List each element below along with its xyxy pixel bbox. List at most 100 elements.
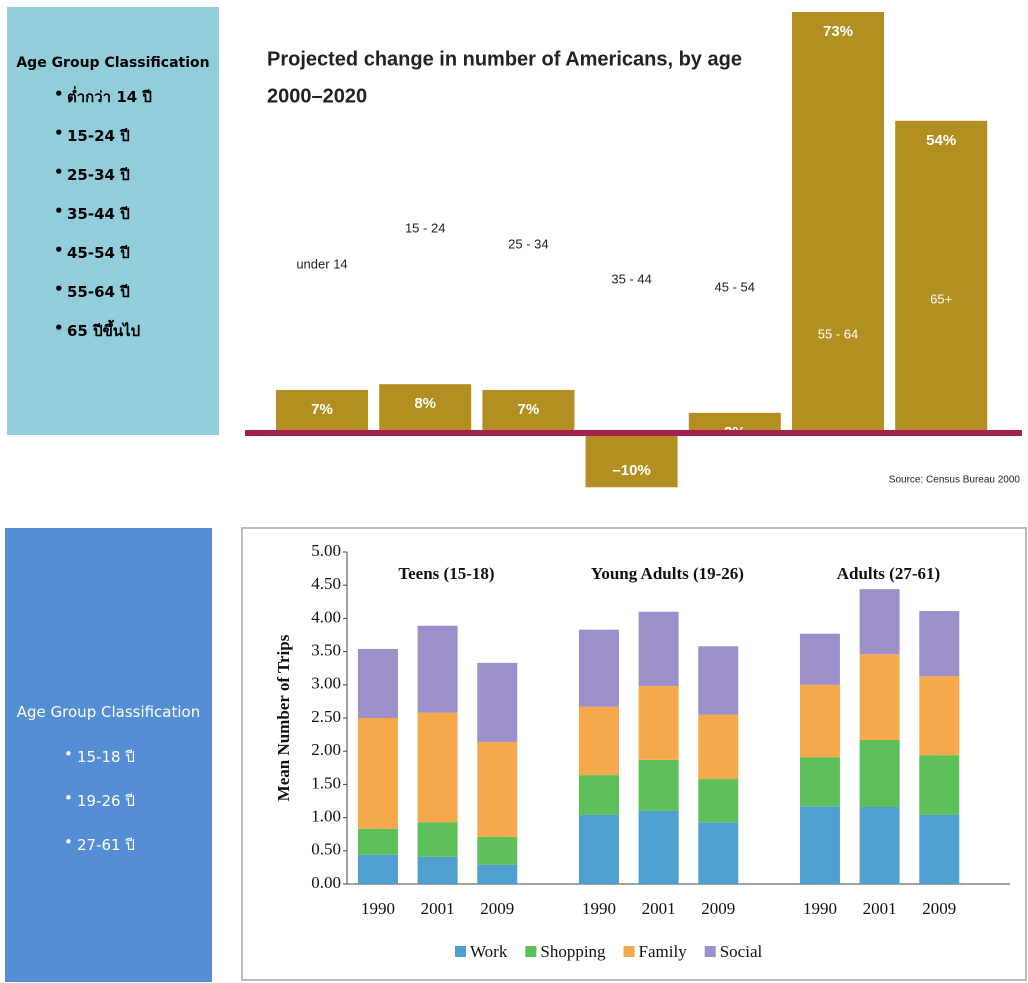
group-label: Teens (15-18) (398, 564, 494, 583)
legend-label: Family (639, 942, 688, 961)
category-label: 65+ (930, 291, 952, 306)
category-label: 35 - 44 (611, 271, 651, 286)
bar (792, 12, 884, 430)
bar-segment (919, 814, 960, 884)
y-tick-label: 2.00 (311, 740, 341, 759)
y-tick-label: 4.00 (311, 607, 341, 626)
legend-label: Shopping (540, 942, 606, 961)
legend-swatch (455, 946, 466, 957)
bar-segment (919, 676, 960, 756)
x-tick-label: 2009 (480, 899, 514, 918)
bar-segment (638, 810, 679, 884)
sidebar-item: 55-64 ปี (54, 280, 219, 319)
baseline (245, 430, 1022, 436)
bar-segment (698, 646, 739, 715)
value-label: 8% (414, 395, 436, 412)
bar-segment (357, 828, 398, 855)
bar-segment (799, 806, 840, 884)
value-label: 7% (311, 401, 333, 418)
chart-subtitle: 2000–2020 (267, 85, 367, 107)
chart-title: Projected change in number of Americans,… (267, 48, 742, 70)
sidebar: Age Group Classification ต่ำกว่า 14 ปี15… (7, 7, 219, 435)
bar (379, 384, 472, 430)
chart-trips: 0.00 0.50 1.00 1.50 2.00 2.50 3.00 3.50 4.00 4.50… (241, 527, 1027, 981)
y-tick-label: 5.00 (311, 541, 341, 560)
sidebar-item: 19-26 ปี (64, 789, 212, 833)
y-tick-label: 1.50 (311, 773, 341, 792)
bar-segment (578, 775, 619, 815)
bar-segment (357, 854, 398, 884)
bar-segment (799, 684, 840, 758)
x-tick-label: 2001 (642, 899, 676, 918)
sidebar-list: 15-18 ปี19-26 ปี27-61 ปี (5, 745, 212, 877)
sidebar-item: 35-44 ปี (54, 202, 219, 241)
y-tick-label: 2.50 (311, 707, 341, 726)
sidebar: Age Group Classification 15-18 ปี19-26 ป… (5, 528, 212, 982)
bar (895, 120, 988, 430)
x-tick-label: 2009 (701, 899, 735, 918)
chart-age-change: Projected change in number of Americans,… (245, 12, 1022, 488)
bar-segment (698, 822, 739, 884)
x-tick-label: 1990 (582, 899, 616, 918)
legend-label: Work (470, 942, 508, 961)
group-label: Adults (27-61) (837, 564, 940, 583)
bar-segment (799, 633, 840, 685)
bar-segment (417, 625, 458, 713)
legend-swatch (704, 946, 716, 957)
sidebar-item: ต่ำกว่า 14 ปี (54, 85, 219, 124)
sidebar-item: 27-61 ปี (64, 833, 212, 877)
bar (482, 389, 575, 430)
source: Source: Census Bureau 2000 (889, 475, 1021, 486)
bar (688, 412, 781, 430)
bar-segment (698, 779, 739, 823)
bar-segment (477, 836, 518, 865)
y-tick-label: 3.50 (311, 641, 341, 660)
y-tick-label: 3.00 (311, 674, 341, 693)
bar-segment (417, 712, 458, 823)
category-label: 25 - 34 (508, 236, 548, 251)
sidebar-title: Age Group Classification (16, 703, 201, 721)
legend-label: Social (720, 942, 763, 961)
group-label: Young Adults (19-26) (591, 564, 744, 583)
bar-segment (859, 589, 900, 655)
bar-segment (859, 654, 900, 740)
legend-swatch (623, 946, 635, 957)
x-tick-label: 2001 (421, 899, 455, 918)
y-tick-label: 4.50 (311, 574, 341, 593)
legend-swatch (525, 946, 537, 957)
x-tick-label: 1990 (803, 899, 837, 918)
bar-segment (638, 611, 679, 687)
bar-segment (859, 739, 900, 807)
bar-segment (919, 755, 960, 815)
value-label: 54% (926, 132, 956, 149)
bar-segment (578, 706, 619, 776)
sidebar-item: 65 ปีขึ้นไป (54, 319, 219, 358)
category-label: 15 - 24 (405, 221, 445, 236)
category-label: 55 - 64 (818, 326, 858, 341)
value-label: –10% (612, 462, 650, 479)
bar-segment (357, 718, 398, 829)
value-label: 7% (518, 401, 540, 418)
x-tick-label: 2009 (922, 899, 956, 918)
y-tick-label: 0.50 (311, 840, 341, 859)
bar-segment (578, 629, 619, 707)
category-label: 45 - 54 (715, 279, 755, 294)
bar (585, 430, 678, 488)
bar-segment (638, 759, 679, 811)
sidebar-item: 15-24 ปี (54, 124, 219, 163)
bar-segment (417, 822, 458, 857)
bar (276, 389, 368, 430)
bar-segment (859, 806, 900, 884)
bar-segment (357, 648, 398, 718)
bar-segment (477, 741, 518, 837)
x-tick-label: 2001 (863, 899, 897, 918)
sidebar-item: 25-34 ปี (54, 163, 219, 202)
category-label: under 14 (296, 256, 347, 271)
sidebar-item: 15-18 ปี (64, 745, 212, 789)
sidebar-item: 45-54 ปี (54, 241, 219, 280)
bar-segment (698, 714, 739, 780)
sidebar-list: ต่ำกว่า 14 ปี15-24 ปี25-34 ปี35-44 ปี45-… (7, 85, 219, 358)
bar-segment (477, 662, 518, 742)
